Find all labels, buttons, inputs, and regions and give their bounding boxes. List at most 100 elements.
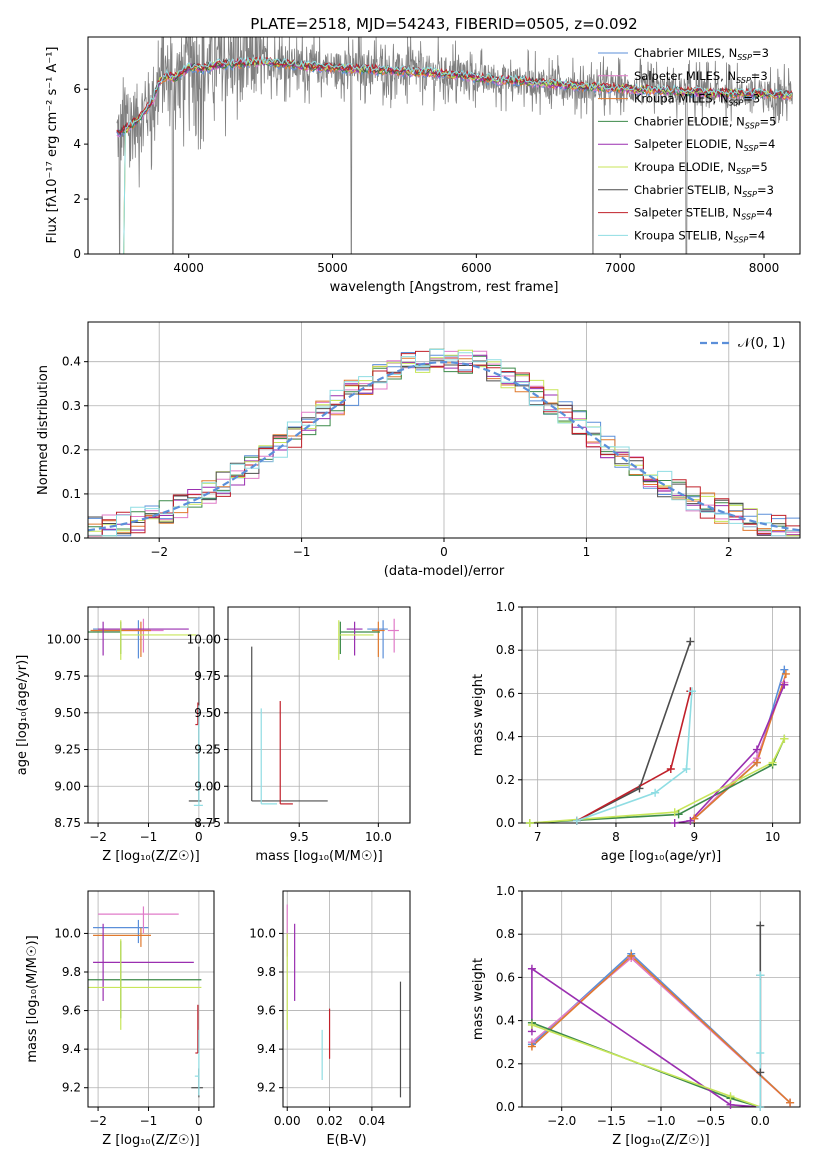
mass_vs_ebv-xtick-label: 0.04 — [359, 1114, 386, 1128]
mass_vs_ebv-xtick-label: 0.02 — [316, 1114, 343, 1128]
spectrum-model-kroupa_elodie — [116, 57, 793, 254]
spectrum-xtick-label: 7000 — [605, 261, 636, 275]
weight_vs_age-marker-chabrier_miles — [780, 665, 789, 674]
age_vs_Z-panel: −2 −1 0 8.75 9.00 9.25 9.50 9.75 10.00 Z [log₁₀(Z… — [15, 606, 215, 864]
age_vs_mass-xtick-label: 9.5 — [290, 830, 309, 844]
mass_vs_ebv-ytick-label: 9.4 — [257, 1042, 276, 1056]
weight_vs_age-marker-chabrier_stelib — [686, 637, 695, 646]
weight_vs_age-marker-salpeter_elodie — [780, 680, 789, 689]
weight_vs_age-marker-kroupa_miles — [752, 758, 761, 767]
weight_vs_Z-ytick-label: 0.2 — [496, 1057, 515, 1071]
spectrum-plot-area — [116, 37, 793, 254]
weight_vs_age-line-salpeter_stelib — [576, 691, 692, 822]
mass_vs_Z-ytick-label: 9.8 — [62, 965, 81, 979]
weight_vs_Z-ylabel: mass weight — [471, 958, 486, 1040]
weight_vs_Z-ytick-label: 0.6 — [496, 970, 515, 984]
weight_vs_age-ytick-label: 1.0 — [496, 600, 515, 614]
spectrum-ytick-label: 6 — [73, 82, 81, 96]
weight_vs_Z-marker-salpeter_elodie — [726, 1100, 735, 1109]
mass_vs_Z-ylabel: mass [log₁₀(M/M☉)] — [25, 935, 40, 1062]
age_vs_Z-frame — [87, 606, 215, 824]
weight_vs_Z-marker-kroupa_miles — [527, 1042, 536, 1051]
legend-label-salpeter_miles: Salpeter MILES, NSSP=3 — [634, 69, 768, 85]
spectrum-model-kroupa_stelib — [116, 55, 792, 254]
weight_vs_age-panel: 7 8 9 10 0.0 0.2 0.4 0.6 0.8 1.0 age [log₁₀(age/yr… — [471, 600, 801, 864]
age_vs_Z-ytick-label: 9.25 — [54, 743, 81, 757]
weight_vs_age-marker-kroupa_stelib — [572, 816, 581, 825]
weight_vs_age-marker-salpeter_elodie — [752, 745, 761, 754]
weight_vs_age-marker-salpeter_stelib — [666, 765, 675, 773]
weight_vs_Z-ytick-label: 0.0 — [496, 1100, 515, 1114]
mass_vs_ebv-xtick-label: 0.00 — [274, 1114, 301, 1128]
residuals-ytick-label: 0.0 — [62, 531, 81, 545]
age_vs_Z-ytick-label: 10.00 — [47, 632, 81, 646]
residuals-xtick-label: 0 — [440, 545, 448, 559]
weight_vs_age-marker-chabrier_stelib — [635, 784, 644, 793]
spectrum-model-chabrier_elodie — [116, 58, 792, 134]
spectrum-ytick-label: 4 — [73, 137, 81, 151]
legend-label-salpeter_stelib: Salpeter STELIB, NSSP=4 — [634, 206, 773, 222]
legend-label-kroupa_stelib: Kroupa STELIB, NSSP=4 — [634, 228, 765, 244]
weight_vs_Z-xlabel: Z [log₁₀(Z/Z☉)] — [612, 1133, 709, 1148]
age_vs_mass-ytick-label: 9.25 — [194, 743, 221, 757]
residuals-xtick-label: −1 — [293, 545, 311, 559]
mass_vs_Z-xtick-label: 0 — [195, 1114, 203, 1128]
weight_vs_age-plot-area — [529, 641, 787, 823]
gauss-legend-label: 𝒩(0, 1) — [738, 336, 785, 351]
weight_vs_age-xtick-label: 10 — [765, 830, 780, 844]
spectrum-xtick-label: 4000 — [173, 261, 204, 275]
weight_vs_age-marker-kroupa_stelib — [687, 687, 696, 696]
age_vs_Z-ylabel: age [log₁₀(age/yr)] — [15, 655, 30, 776]
spectrum-panel: 4000 5000 6000 7000 8000 0 2 4 6 wavelength [Angs… — [45, 36, 801, 295]
mass_vs_ebv-frame — [282, 890, 411, 1108]
age_vs_Z-xtick-label: 0 — [195, 830, 203, 844]
weight_vs_age-marker-salpeter_elodie — [670, 819, 679, 827]
weight_vs_age-line-kroupa_stelib — [576, 691, 693, 822]
weight_vs_Z-marker-kroupa_elodie — [527, 1020, 536, 1029]
mass_vs_Z-xtick-label: −2 — [89, 1114, 107, 1128]
weight_vs_Z-xtick-label: −1.5 — [597, 1114, 626, 1128]
residuals-xtick-label: −2 — [150, 545, 168, 559]
weight_vs_age-marker-kroupa_elodie — [780, 734, 789, 743]
age_vs_Z-xtick-label: −2 — [89, 830, 107, 844]
weight_vs_Z-marker-kroupa_miles — [627, 951, 636, 960]
weight_vs_age-marker-salpeter_elodie — [686, 816, 695, 825]
mass_vs_ebv-ytick-label: 9.8 — [257, 965, 276, 979]
residuals-ytick-label: 0.1 — [62, 487, 81, 501]
spectrum-ylabel: Flux [fλ10⁻¹⁷ erg cm⁻² s⁻¹ A⁻¹] — [45, 47, 60, 244]
mass_vs_Z-xlabel: Z [log₁₀(Z/Z☉)] — [102, 1133, 199, 1148]
spectrum-xtick-label: 6000 — [461, 261, 492, 275]
weight_vs_age-ytick-label: 0.4 — [496, 730, 515, 744]
age_vs_mass-ytick-label: 9.75 — [194, 669, 221, 683]
residuals-ytick-label: 0.4 — [62, 355, 81, 369]
age_vs_Z-plot-area — [88, 618, 203, 806]
weight_vs_Z-marker-kroupa_elodie — [726, 1092, 735, 1101]
age_vs_mass-xlabel: mass [log₁₀(M/M☉)] — [255, 849, 382, 864]
spectrum-data-line — [116, 37, 793, 254]
residuals-ytick-label: 0.2 — [62, 443, 81, 457]
weight_vs_age-ytick-label: 0.2 — [496, 773, 515, 787]
mass_vs_Z-ytick-label: 10.0 — [54, 926, 81, 940]
spectrum-xlabel: wavelength [Angstrom, rest frame] — [330, 280, 559, 295]
mass_vs_ebv-plot-area — [286, 904, 402, 1098]
weight_vs_age-marker-kroupa_elodie — [525, 819, 534, 827]
mass_vs_ebv-xlabel: E(B-V) — [326, 1133, 366, 1148]
weight_vs_age-frame — [521, 606, 801, 824]
weight_vs_Z-marker-kroupa_stelib — [756, 971, 765, 980]
age_vs_mass-ytick-label: 10.00 — [187, 632, 221, 646]
mass_vs_ebv-ytick-label: 9.6 — [257, 1004, 276, 1018]
weight_vs_Z-marker-kroupa_stelib — [756, 1103, 765, 1111]
spectrum-frame — [87, 36, 801, 255]
mass_vs_Z-frame — [87, 890, 215, 1108]
weight_vs_age-ytick-label: 0.6 — [496, 686, 515, 700]
spectrum-xtick-label: 5000 — [317, 261, 348, 275]
legend-label-salpeter_elodie: Salpeter ELODIE, NSSP=4 — [634, 137, 775, 153]
weight_vs_age-line-kroupa_elodie — [529, 738, 786, 823]
weight_vs_Z-ytick-label: 0.4 — [496, 1014, 515, 1028]
hist-salpeter_elodie — [88, 354, 800, 537]
residuals-xlabel: (data-model)/error — [384, 564, 505, 579]
age_vs_Z-ytick-label: 9.00 — [54, 779, 81, 793]
spectrum-ytick-label: 0 — [73, 247, 81, 261]
age_vs_mass-xtick-label: 10.0 — [365, 830, 392, 844]
